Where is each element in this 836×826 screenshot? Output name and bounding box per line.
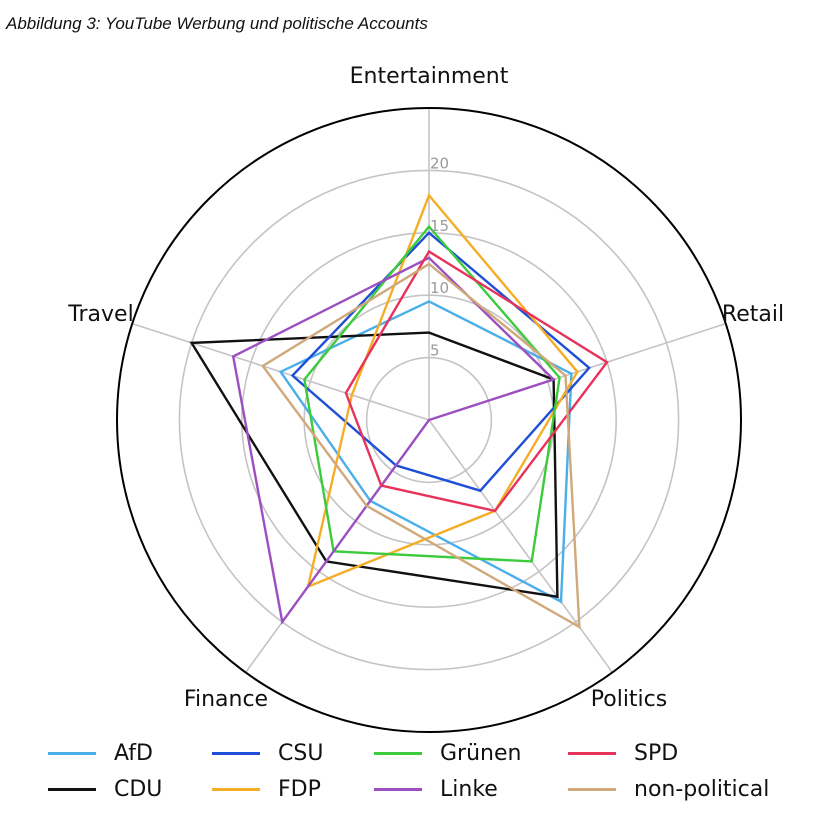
legend-label: Linke (440, 776, 498, 802)
legend-item-cdu: CDU (48, 773, 162, 805)
legend-swatch (48, 787, 96, 791)
legend-item-gr-nen: Grünen (374, 737, 521, 769)
legend-swatch (48, 751, 96, 755)
legend-label: CDU (114, 776, 163, 802)
chart-legend: AfD CDU CSU FDP Grünen Linke SPD non-political (48, 737, 818, 813)
grid-ring-5 (365, 356, 493, 484)
legend-label: non-political (634, 776, 770, 802)
figure-caption: Abbildung 3: YouTube Werbung und politis… (6, 14, 428, 33)
legend-label: Grünen (440, 740, 522, 766)
legend-swatch (212, 787, 260, 791)
legend-item-non-political: non-political (568, 773, 769, 805)
axis-label-finance: Finance (184, 687, 268, 712)
legend-swatch (212, 751, 260, 755)
outer-frame (116, 107, 742, 733)
r-tick-label: 15 (430, 217, 449, 235)
legend-swatch (374, 751, 422, 755)
series-linke (231, 256, 556, 625)
r-tick-label: 10 (430, 279, 449, 297)
series-non-political (261, 262, 581, 630)
legend-swatch (568, 787, 616, 791)
radar-series (189, 193, 609, 630)
radar-labels: 5 10 15 20 Entertainment Retail Politics Financ… (67, 64, 784, 712)
legend-swatch (568, 751, 616, 755)
r-tick-label: 20 (430, 154, 449, 172)
grid-ring-20 (178, 169, 680, 671)
legend-item-linke: Linke (374, 773, 498, 805)
r-tick-label: 5 (430, 342, 440, 360)
legend-label: FDP (278, 776, 321, 802)
legend-swatch (374, 787, 422, 791)
axis-label-politics: Politics (591, 687, 667, 712)
axis-label-retail: Retail (722, 302, 784, 327)
series-cdu (189, 331, 559, 599)
axis-label-entertainment: Entertainment (350, 64, 509, 89)
legend-label: CSU (278, 740, 324, 766)
spoke-politics (428, 419, 614, 673)
legend-item-spd: SPD (568, 737, 678, 769)
axis-label-travel: Travel (67, 302, 133, 327)
legend-label: AfD (114, 740, 153, 766)
legend-item-fdp: FDP (212, 773, 321, 805)
legend-label: SPD (634, 740, 679, 766)
legend-item-csu: CSU (212, 737, 323, 769)
series-csu (290, 231, 591, 493)
series-spd (344, 249, 609, 513)
legend-item-afd: AfD (48, 737, 153, 769)
